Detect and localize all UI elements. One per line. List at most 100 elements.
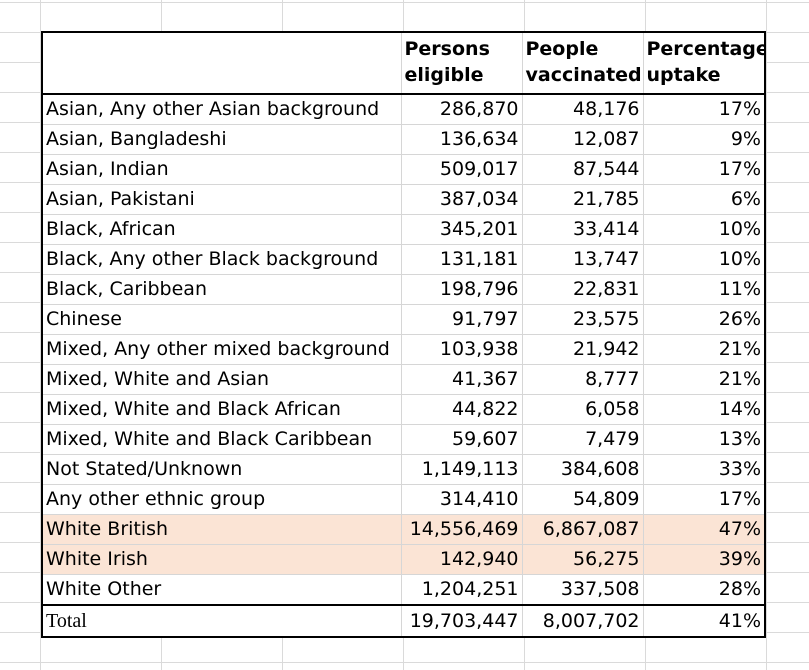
total-vaccinated-cell[interactable]: 8,007,702 bbox=[522, 604, 644, 636]
vaccinated-cell[interactable]: 8,777 bbox=[522, 364, 644, 395]
vaccinated-cell[interactable]: 6,058 bbox=[522, 394, 644, 425]
table-row: Mixed, Any other mixed background 103,938… bbox=[43, 334, 764, 365]
table-row: Asian, Indian 509,017 87,544 17% bbox=[43, 154, 764, 185]
eligible-cell[interactable]: 1,204,251 bbox=[401, 574, 523, 606]
eligible-cell[interactable]: 14,556,469 bbox=[401, 514, 523, 545]
vaccination-uptake-table: Persons eligible People vaccinated Perce… bbox=[43, 33, 764, 636]
vaccinated-cell[interactable]: 87,544 bbox=[522, 154, 644, 185]
group-cell[interactable]: Asian, Bangladeshi bbox=[43, 124, 402, 155]
vaccinated-cell[interactable]: 21,942 bbox=[522, 334, 644, 365]
group-cell[interactable]: Any other ethnic group bbox=[43, 484, 402, 515]
header-cell-people-vaccinated[interactable]: People vaccinated bbox=[522, 33, 644, 95]
uptake-cell[interactable]: 9% bbox=[643, 124, 764, 155]
table-row: Black, Caribbean 198,796 22,831 11% bbox=[43, 274, 764, 305]
uptake-cell[interactable]: 17% bbox=[643, 484, 764, 515]
uptake-cell[interactable]: 21% bbox=[643, 364, 764, 395]
uptake-cell[interactable]: 33% bbox=[643, 454, 764, 485]
group-cell[interactable]: Mixed, White and Black Caribbean bbox=[43, 424, 402, 455]
header-row: Persons eligible People vaccinated Perce… bbox=[43, 33, 764, 95]
vaccinated-cell[interactable]: 337,508 bbox=[522, 574, 644, 606]
vaccinated-cell[interactable]: 54,809 bbox=[522, 484, 644, 515]
uptake-cell[interactable]: 26% bbox=[643, 304, 764, 335]
eligible-cell[interactable]: 142,940 bbox=[401, 544, 523, 575]
vaccinated-cell[interactable]: 48,176 bbox=[522, 94, 644, 125]
total-row: Total 19,703,447 8,007,702 41% bbox=[43, 604, 764, 636]
eligible-cell[interactable]: 314,410 bbox=[401, 484, 523, 515]
eligible-cell[interactable]: 131,181 bbox=[401, 244, 523, 275]
table-row: Not Stated/Unknown 1,149,113 384,608 33% bbox=[43, 454, 764, 485]
uptake-cell[interactable]: 21% bbox=[643, 334, 764, 365]
eligible-cell[interactable]: 136,634 bbox=[401, 124, 523, 155]
group-cell[interactable]: Chinese bbox=[43, 304, 402, 335]
eligible-cell[interactable]: 59,607 bbox=[401, 424, 523, 455]
group-cell[interactable]: Mixed, White and Asian bbox=[43, 364, 402, 395]
eligible-cell[interactable]: 41,367 bbox=[401, 364, 523, 395]
group-cell[interactable]: Black, African bbox=[43, 214, 402, 245]
group-cell[interactable]: White Other bbox=[43, 574, 402, 606]
uptake-cell[interactable]: 28% bbox=[643, 574, 764, 606]
eligible-cell[interactable]: 286,870 bbox=[401, 94, 523, 125]
table-row: Mixed, White and Black Caribbean 59,607 7,… bbox=[43, 424, 764, 455]
eligible-cell[interactable]: 345,201 bbox=[401, 214, 523, 245]
uptake-cell[interactable]: 10% bbox=[643, 214, 764, 245]
uptake-cell[interactable]: 6% bbox=[643, 184, 764, 215]
uptake-cell[interactable]: 13% bbox=[643, 424, 764, 455]
group-cell[interactable]: Asian, Indian bbox=[43, 154, 402, 185]
table-row: Any other ethnic group 314,410 54,809 17% bbox=[43, 484, 764, 515]
uptake-cell[interactable]: 47% bbox=[643, 514, 764, 545]
header-cell-persons-eligible[interactable]: Persons eligible bbox=[401, 33, 523, 95]
table-row: White Irish 142,940 56,275 39% bbox=[43, 544, 764, 575]
table-row: White Other 1,204,251 337,508 28% bbox=[43, 574, 764, 606]
group-cell[interactable]: Black, Caribbean bbox=[43, 274, 402, 305]
vaccinated-cell[interactable]: 22,831 bbox=[522, 274, 644, 305]
vaccinated-cell[interactable]: 21,785 bbox=[522, 184, 644, 215]
header-cell-group[interactable] bbox=[43, 33, 402, 95]
table-row: Asian, Any other Asian background 286,870… bbox=[43, 94, 764, 125]
vaccinated-cell[interactable]: 13,747 bbox=[522, 244, 644, 275]
table-row: Mixed, White and Asian 41,367 8,777 21% bbox=[43, 364, 764, 395]
uptake-cell[interactable]: 17% bbox=[643, 94, 764, 125]
table-footer: Total 19,703,447 8,007,702 41% bbox=[43, 604, 764, 636]
uptake-cell[interactable]: 10% bbox=[643, 244, 764, 275]
eligible-cell[interactable]: 198,796 bbox=[401, 274, 523, 305]
total-eligible-cell[interactable]: 19,703,447 bbox=[401, 604, 523, 636]
table-body: Asian, Any other Asian background 286,870… bbox=[43, 94, 764, 606]
vaccinated-cell[interactable]: 33,414 bbox=[522, 214, 644, 245]
group-cell[interactable]: White British bbox=[43, 514, 402, 545]
eligible-cell[interactable]: 91,797 bbox=[401, 304, 523, 335]
eligible-cell[interactable]: 103,938 bbox=[401, 334, 523, 365]
header-cell-percentage-uptake[interactable]: Percentage uptake bbox=[643, 33, 764, 95]
vaccinated-cell[interactable]: 23,575 bbox=[522, 304, 644, 335]
table-row: Mixed, White and Black African 44,822 6,05… bbox=[43, 394, 764, 425]
table-row: White British 14,556,469 6,867,087 47% bbox=[43, 514, 764, 545]
vaccination-uptake-table-container: Persons eligible People vaccinated Perce… bbox=[41, 31, 766, 638]
table-row: Chinese 91,797 23,575 26% bbox=[43, 304, 764, 335]
table-row: Asian, Bangladeshi 136,634 12,087 9% bbox=[43, 124, 764, 155]
group-cell[interactable]: Mixed, White and Black African bbox=[43, 394, 402, 425]
group-cell[interactable]: Mixed, Any other mixed background bbox=[43, 334, 402, 365]
vaccinated-cell[interactable]: 6,867,087 bbox=[522, 514, 644, 545]
group-cell[interactable]: Not Stated/Unknown bbox=[43, 454, 402, 485]
eligible-cell[interactable]: 387,034 bbox=[401, 184, 523, 215]
table-header: Persons eligible People vaccinated Perce… bbox=[43, 33, 764, 95]
eligible-cell[interactable]: 509,017 bbox=[401, 154, 523, 185]
uptake-cell[interactable]: 39% bbox=[643, 544, 764, 575]
vaccinated-cell[interactable]: 56,275 bbox=[522, 544, 644, 575]
group-cell[interactable]: Black, Any other Black background bbox=[43, 244, 402, 275]
table-row: Black, African 345,201 33,414 10% bbox=[43, 214, 764, 245]
uptake-cell[interactable]: 17% bbox=[643, 154, 764, 185]
table-row: Black, Any other Black background 131,181… bbox=[43, 244, 764, 275]
eligible-cell[interactable]: 1,149,113 bbox=[401, 454, 523, 485]
vaccinated-cell[interactable]: 7,479 bbox=[522, 424, 644, 455]
total-label-cell[interactable]: Total bbox=[43, 604, 402, 636]
eligible-cell[interactable]: 44,822 bbox=[401, 394, 523, 425]
table-row: Asian, Pakistani 387,034 21,785 6% bbox=[43, 184, 764, 215]
total-uptake-cell[interactable]: 41% bbox=[643, 604, 764, 636]
vaccinated-cell[interactable]: 384,608 bbox=[522, 454, 644, 485]
uptake-cell[interactable]: 11% bbox=[643, 274, 764, 305]
group-cell[interactable]: White Irish bbox=[43, 544, 402, 575]
uptake-cell[interactable]: 14% bbox=[643, 394, 764, 425]
group-cell[interactable]: Asian, Any other Asian background bbox=[43, 94, 402, 125]
group-cell[interactable]: Asian, Pakistani bbox=[43, 184, 402, 215]
vaccinated-cell[interactable]: 12,087 bbox=[522, 124, 644, 155]
